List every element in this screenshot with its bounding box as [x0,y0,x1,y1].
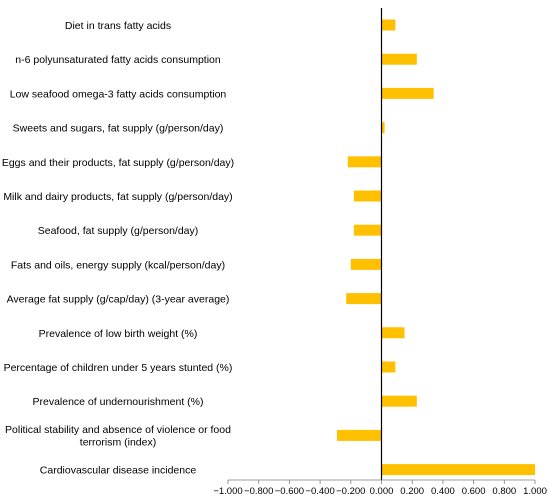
x-tick-label: 0.200 [400,486,424,497]
category-label: Sweets and sugars, fat supply (g/person/… [13,123,224,135]
category-label: Political stability and absence of viole… [5,424,231,436]
bar [336,429,382,441]
category-label: Percentage of children under 5 years stu… [4,362,233,374]
category-label: Cardiovascular disease incidence [40,465,197,477]
category-label: Milk and dairy products, fat supply (g/p… [3,191,232,203]
bar [350,258,382,270]
x-tick-label: −0.800 [244,486,273,497]
category-label: Prevalence of undernourishment (%) [32,396,203,408]
category-label: terrorism (index) [80,437,156,449]
x-tick-label: −0.200 [336,486,365,497]
x-tick-label: 0.600 [462,486,486,497]
bar [381,395,417,407]
category-labels: Diet in trans fatty acids n-6 polyunsatur… [2,20,234,477]
x-axis: −1.000 −0.800 −0.600 −0.400 −0.200 0.000 0.200… [213,479,547,497]
bar [381,53,417,65]
category-label: n-6 polyunsaturated fatty acids consumpt… [15,54,221,66]
x-tick-label: 0.400 [431,486,455,497]
bar [353,224,382,236]
category-label: Fats and oils, energy supply (kcal/perso… [11,259,225,271]
bar [381,122,385,134]
bars-layer [336,19,535,476]
x-tick-label: 1.000 [523,486,547,497]
bar [381,19,396,31]
x-tick-label: −1.000 [213,486,242,497]
bar [353,190,382,202]
bar [346,293,382,305]
bar [381,464,535,476]
x-tick-label: 0.800 [492,486,516,497]
category-label: Prevalence of low birth weight (%) [39,328,198,340]
bar [381,87,434,99]
category-label: Diet in trans fatty acids [65,20,171,32]
x-tick-label: 0.000 [370,486,394,497]
bar [347,156,382,168]
category-label: Low seafood omega-3 fatty acids consumpt… [10,88,227,100]
category-label: Eggs and their products, fat supply (g/p… [2,157,234,169]
bar [381,361,396,373]
x-tick-label: −0.600 [275,486,304,497]
bar [381,327,405,339]
category-label: Seafood, fat supply (g/person/day) [38,225,199,237]
category-label: Average fat supply (g/cap/day) (3-year a… [7,294,230,306]
x-tick-label: −0.400 [305,486,334,497]
